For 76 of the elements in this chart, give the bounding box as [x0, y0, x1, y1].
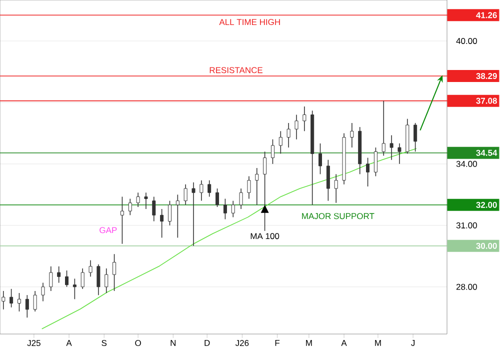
y-tick-label: 28.00 — [456, 284, 477, 290]
ref-line-label: 38.29 — [476, 73, 497, 80]
candlestick — [374, 147, 378, 177]
x-tick-label: F — [275, 340, 280, 346]
candlestick — [192, 182, 196, 246]
annotation: MA 100 — [250, 233, 280, 240]
x-tick-label: J — [411, 340, 415, 346]
candlestick — [200, 180, 204, 202]
x-tick-label: M — [375, 340, 381, 346]
x-tick-label: S — [102, 340, 107, 346]
y-tick-label: 31.00 — [456, 222, 477, 228]
candlestick — [208, 180, 212, 198]
ref-line-label: 37.08 — [476, 98, 497, 104]
candlestick — [223, 198, 227, 220]
candlestick — [88, 260, 92, 278]
candlestick — [247, 176, 251, 200]
ref-line-label: 32.00 — [476, 202, 497, 208]
candlestick — [302, 106, 306, 132]
candlestick — [96, 264, 100, 296]
candlestick — [144, 192, 148, 210]
candlestick — [239, 188, 243, 210]
candlestick — [184, 184, 188, 206]
candlestick — [414, 122, 418, 152]
x-tick-label: D — [204, 340, 210, 346]
ref-line-label: 30.00 — [476, 242, 497, 249]
candlestick — [231, 200, 235, 218]
candlestick — [57, 266, 61, 284]
x-tick-label: O — [135, 340, 141, 346]
candlestick — [286, 122, 290, 148]
candlestick — [2, 290, 6, 310]
candlestick — [334, 174, 338, 204]
candlestick — [255, 168, 259, 206]
candlestick — [10, 288, 14, 308]
candlestick — [49, 266, 53, 292]
y-tick-label: 34.00 — [456, 160, 477, 167]
x-tick-label: M — [306, 340, 312, 346]
candlestick — [152, 196, 156, 222]
candlestick — [294, 114, 298, 140]
x-tick-label: J25 — [27, 340, 40, 346]
candlestick — [350, 122, 354, 148]
candlestick — [318, 143, 322, 175]
candlestick — [168, 200, 172, 226]
candlestick — [25, 294, 29, 318]
candlestick — [176, 194, 180, 238]
candlestick — [120, 196, 124, 244]
line-series — [41, 148, 417, 330]
candlestick — [390, 134, 394, 160]
candlestick — [33, 290, 37, 312]
annotation: ALL TIME HIGH — [219, 19, 280, 26]
x-tick-label: A — [66, 340, 72, 346]
annotation: RESISTANCE — [210, 67, 262, 74]
x-tick-label: A — [341, 340, 347, 346]
candlestick — [136, 192, 140, 208]
candlestick — [80, 268, 84, 290]
candlestick — [366, 157, 370, 187]
ref-line-label: 41.26 — [476, 12, 497, 18]
candlestick — [278, 130, 282, 154]
candlestick — [112, 254, 116, 292]
candlestick — [41, 282, 45, 302]
candlestick — [160, 208, 164, 238]
candlestick — [104, 268, 108, 294]
candlestick — [270, 138, 274, 164]
candlestick — [128, 198, 132, 216]
x-tick-label: N — [170, 340, 176, 346]
candlestick — [326, 159, 330, 202]
candlestick — [216, 188, 220, 208]
x-tick-label: J26 — [235, 340, 249, 346]
candlestick — [398, 143, 402, 164]
annotation: GAP — [100, 227, 117, 234]
candlestick — [17, 292, 21, 312]
annotation: MAJOR SUPPORT — [302, 213, 374, 220]
candlestick — [72, 278, 76, 300]
candlestick — [65, 270, 69, 288]
y-tick-label: 40.00 — [456, 38, 477, 44]
candlestick — [382, 100, 386, 156]
ref-line-label: 34.54 — [476, 150, 498, 156]
